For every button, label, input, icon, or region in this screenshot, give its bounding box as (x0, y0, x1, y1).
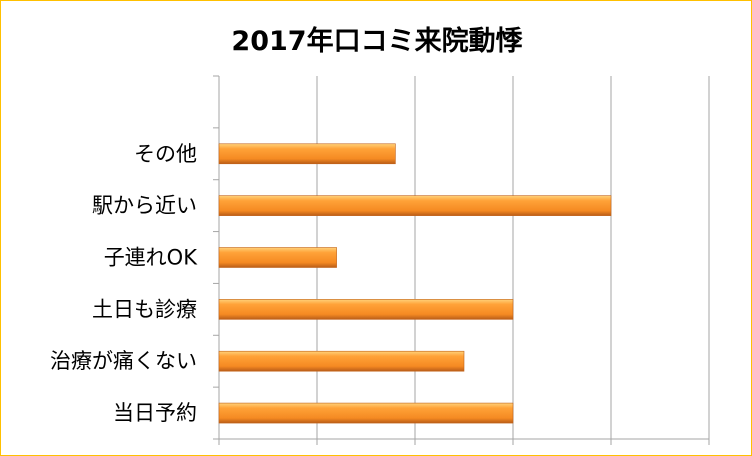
bar (218, 350, 465, 372)
category-label: 土日も診療 (92, 297, 197, 321)
category-label: 当日予約 (113, 401, 197, 425)
bar (218, 195, 612, 216)
category-label: 子連れOK (104, 246, 199, 270)
bar (218, 402, 514, 424)
category-label: 治療が痛くない (50, 349, 197, 373)
bar (218, 299, 514, 320)
category-label: 駅から近い (92, 194, 197, 218)
chart-title: 2017年口コミ来院動悸 (231, 26, 523, 57)
bar (218, 143, 396, 165)
category-label: その他 (134, 142, 197, 166)
bar (218, 247, 337, 268)
